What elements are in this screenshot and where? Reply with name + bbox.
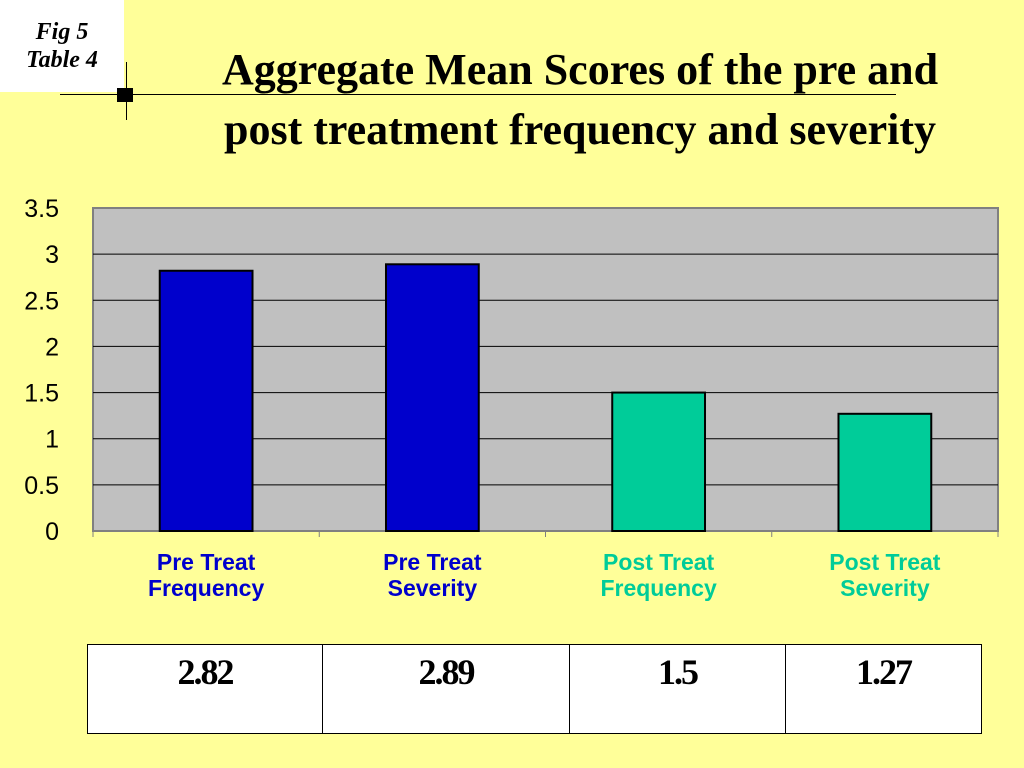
chart-title-line-2: post treatment frequency and severity <box>223 105 937 154</box>
y-tick-label: 2 <box>45 333 59 361</box>
y-tick-label: 3 <box>45 241 59 269</box>
value-cell: 2.82 <box>87 644 323 734</box>
bar <box>384 263 480 533</box>
y-tick-label: 0.5 <box>24 472 59 500</box>
y-tick-label: 2.5 <box>24 287 59 315</box>
value-cell: 2.89 <box>322 644 570 734</box>
y-tick-label: 0 <box>45 518 59 546</box>
title-underline <box>60 94 896 95</box>
bullet-square-icon <box>117 88 133 102</box>
bar <box>837 412 933 533</box>
category-label: Post Treat Frequency <box>600 549 717 601</box>
figure-number: Fig 5 <box>35 19 89 45</box>
table-number: Table 4 <box>26 47 98 73</box>
bar <box>611 391 707 532</box>
chart-title-line-1: Aggregate Mean Scores of the pre and <box>221 45 939 94</box>
figure-label: Fig 5 Table 4 <box>0 0 124 92</box>
category-label: Pre Treat Severity <box>383 549 482 601</box>
category-label: Pre Treat Frequency <box>148 549 265 601</box>
bar-chart: 0 0.5 1 1.5 2 2.5 3 3.5 Pre Treat Frequency Pre Tr… <box>24 195 999 601</box>
value-cell: 1.5 <box>569 644 786 734</box>
values-table: 2.82 2.89 1.5 1.27 <box>87 644 982 734</box>
value-cell: 1.27 <box>785 644 982 734</box>
chart-title: Aggregate Mean Scores of the pre and pos… <box>150 40 1010 160</box>
category-label: Post Treat Severity <box>829 549 941 601</box>
values-row: 2.82 2.89 1.5 1.27 <box>87 644 982 734</box>
y-tick-label: 3.5 <box>24 195 59 223</box>
y-tick-label: 1 <box>45 426 59 454</box>
bar <box>158 269 254 533</box>
y-tick-label: 1.5 <box>24 380 59 408</box>
